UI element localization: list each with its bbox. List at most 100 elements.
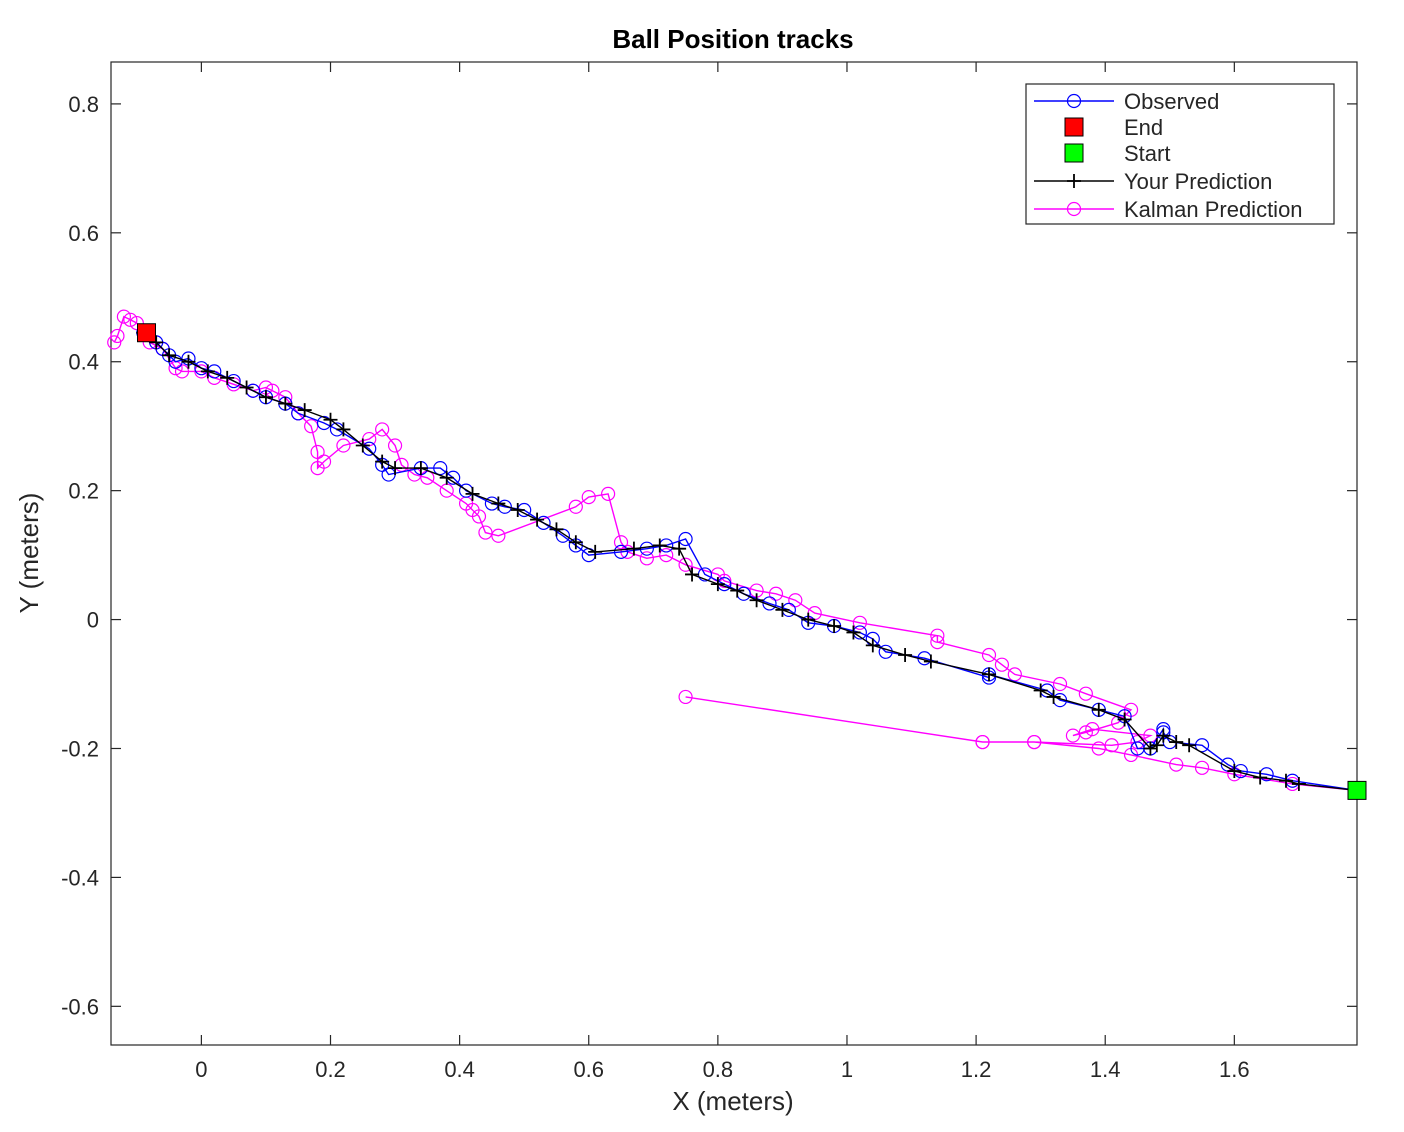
your-prediction-point <box>200 364 215 379</box>
x-tick-label: 1.2 <box>961 1057 992 1082</box>
kalman-prediction-point <box>129 315 144 331</box>
kalman-prediction-point <box>491 528 506 543</box>
legend-marker-end <box>1064 117 1084 137</box>
kalman-prediction-point <box>110 328 125 344</box>
legend-item-observed: Observed <box>1034 89 1219 114</box>
kalman-prediction-point <box>601 486 616 501</box>
your-prediction-point <box>923 654 938 669</box>
kalman-prediction-point <box>678 557 693 572</box>
your-prediction-point <box>530 512 545 527</box>
your-prediction-point <box>149 335 164 350</box>
your-prediction-point <box>1169 735 1184 750</box>
chart-title: Ball Position tracks <box>612 24 853 54</box>
observed-point <box>678 531 693 547</box>
x-tick-label: 0 <box>195 1057 207 1082</box>
kalman-prediction-point <box>1085 722 1100 737</box>
series-end <box>137 323 157 343</box>
your-prediction-point <box>549 522 564 537</box>
kalman-prediction-point <box>116 309 132 324</box>
y-tick-label: 0.2 <box>68 479 99 504</box>
x-tick-label: 1.4 <box>1090 1057 1121 1082</box>
legend-marker-your-prediction <box>1067 174 1081 188</box>
kalman-prediction-point <box>1104 738 1119 753</box>
your-prediction-point <box>1046 689 1061 704</box>
legend-marker-start <box>1064 143 1084 163</box>
your-prediction-point <box>181 354 196 369</box>
your-prediction-point <box>865 638 880 653</box>
your-prediction-point <box>388 461 403 476</box>
y-tick-label: -0.4 <box>61 865 99 890</box>
your-prediction-point <box>626 541 641 556</box>
kalman-prediction-point <box>613 535 629 550</box>
kalman-prediction-point <box>304 419 319 434</box>
your-prediction-point <box>258 390 273 405</box>
y-tick-label: 0.8 <box>68 92 99 117</box>
legend-label-end: End <box>1124 115 1163 140</box>
y-axis: -0.6 -0.4 -0.2 0 0.2 0.4 0.6 0.8 <box>61 92 1357 1019</box>
your-prediction-point <box>652 538 667 553</box>
your-prediction-point <box>1143 741 1158 756</box>
kalman-prediction-point <box>1027 734 1042 750</box>
series-start <box>1347 780 1367 800</box>
x-tick-label: 1.6 <box>1219 1057 1250 1082</box>
kalman-prediction-point <box>788 593 803 608</box>
your-prediction-point <box>1278 773 1293 788</box>
plot-area <box>110 61 1358 1046</box>
kalman-prediction-point <box>568 499 583 514</box>
legend-item-end: End <box>1064 115 1163 140</box>
kalman-prediction-point <box>336 438 351 453</box>
your-prediction-point <box>439 470 454 485</box>
kalman-prediction-point <box>768 586 784 601</box>
your-prediction-point <box>898 648 913 663</box>
your-prediction-point <box>278 396 293 411</box>
kalman-prediction-point <box>639 551 654 566</box>
x-tick-label: 0.4 <box>444 1057 475 1082</box>
legend-item-kalman-prediction: Kalman Prediction <box>1034 197 1303 222</box>
kalman-prediction-point <box>387 438 403 453</box>
your-prediction-point <box>1182 738 1197 753</box>
your-prediction-point <box>491 496 506 511</box>
your-prediction-point <box>239 380 254 395</box>
your-prediction-point <box>1227 764 1242 779</box>
your-prediction-point <box>588 544 603 559</box>
x-axis-title: X (meters) <box>672 1086 793 1116</box>
kalman-prediction-point <box>1052 676 1068 692</box>
kalman-prediction-point <box>478 525 493 540</box>
your-prediction-point <box>1156 728 1171 743</box>
your-prediction-point <box>355 438 370 453</box>
kalman-prediction-point <box>123 312 138 327</box>
kalman-prediction-point <box>930 635 945 650</box>
kalman-prediction-point <box>659 548 674 563</box>
your-prediction-point <box>413 461 428 476</box>
your-prediction-point <box>801 612 816 627</box>
your-prediction-point <box>1291 776 1306 791</box>
y-tick-label: 0 <box>87 608 99 633</box>
your-prediction-point <box>220 370 235 385</box>
kalman-prediction-point <box>994 657 1010 672</box>
observed-point <box>762 596 777 611</box>
kalman-prediction-point <box>107 335 122 350</box>
legend-label-start: Start <box>1124 141 1170 166</box>
kalman-prediction-point <box>310 460 325 476</box>
legend-item-your-prediction: Your Prediction <box>1034 169 1272 194</box>
your-prediction-point <box>730 583 745 598</box>
y-tick-label: -0.2 <box>61 736 99 761</box>
your-prediction-point <box>827 619 842 634</box>
your-prediction-point <box>982 667 997 682</box>
legend-label-kalman-prediction: Kalman Prediction <box>1124 197 1303 222</box>
start-point <box>1347 780 1367 800</box>
y-axis-title: Y (meters) <box>14 493 44 614</box>
kalman-prediction-point <box>310 444 325 460</box>
legend-marker-observed <box>1066 93 1082 109</box>
end-point <box>137 323 157 343</box>
your-prediction-point <box>510 502 525 517</box>
kalman-prediction-point <box>981 647 997 663</box>
your-prediction-point <box>672 541 687 556</box>
your-prediction-point <box>568 535 583 550</box>
your-prediction-point <box>846 625 861 640</box>
kalman-prediction-point <box>1065 728 1081 743</box>
y-tick-label: 0.6 <box>68 221 99 246</box>
your-prediction-point <box>1117 712 1132 727</box>
